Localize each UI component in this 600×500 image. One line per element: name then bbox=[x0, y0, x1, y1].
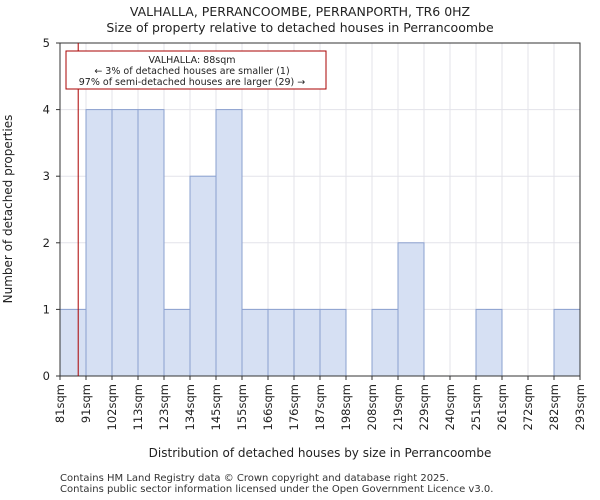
histogram-chart: 0 1 2 3 4 5 81sqm 91sqm 102sqm 113sqm 123sqm 134sq… bbox=[1, 36, 587, 460]
x-tick-label-240sqm: 240sqm bbox=[443, 384, 457, 430]
y-tick-label: 5 bbox=[43, 36, 50, 50]
x-axis-label: Distribution of detached houses by size … bbox=[149, 446, 492, 460]
histogram-bar-176sqm bbox=[293, 308, 321, 377]
annotation-box: VALHALLA: 88sqm ← 3% of detached houses … bbox=[65, 50, 327, 90]
histogram-bar-187sqm bbox=[319, 308, 347, 377]
x-tick-label-272sqm: 272sqm bbox=[521, 384, 535, 430]
footer-line-1: Contains HM Land Registry data © Crown c… bbox=[60, 473, 449, 484]
histogram-bar-145sqm bbox=[215, 109, 243, 377]
y-tick-label: 1 bbox=[43, 302, 50, 316]
y-tick-label: 4 bbox=[43, 103, 50, 117]
annotation-frame bbox=[65, 50, 327, 90]
x-tick-label-198sqm: 198sqm bbox=[339, 384, 353, 430]
annotation-line-1: VALHALLA: 88sqm bbox=[148, 55, 235, 66]
x-tick-label-219sqm: 219sqm bbox=[391, 384, 405, 430]
y-axis-ticks: 0 1 2 3 4 5 bbox=[43, 36, 60, 383]
histogram-bar-282sqm bbox=[553, 308, 581, 377]
y-tick-label: 0 bbox=[43, 369, 50, 383]
histogram-bar-123sqm bbox=[163, 308, 191, 377]
histogram-bar-113sqm bbox=[137, 109, 165, 377]
y-axis-label: Number of detached properties bbox=[1, 115, 15, 304]
x-tick-label-166sqm: 166sqm bbox=[261, 384, 275, 430]
histogram-bar-208sqm bbox=[371, 308, 399, 377]
footer-line-2: Contains public sector information licen… bbox=[60, 484, 494, 495]
x-tick-label-208sqm: 208sqm bbox=[365, 384, 379, 430]
histogram-bar-81sqm bbox=[59, 308, 87, 377]
x-tick-label-176sqm: 176sqm bbox=[287, 384, 301, 430]
x-tick-label-134sqm: 134sqm bbox=[183, 384, 197, 430]
x-tick-label-187sqm: 187sqm bbox=[313, 384, 327, 430]
x-tick-label-155sqm: 155sqm bbox=[235, 384, 249, 430]
x-axis-ticks: 81sqm 91sqm 102sqm 113sqm 123sqm 134sqm 145sqm… bbox=[53, 376, 587, 430]
histogram-bar-91sqm bbox=[85, 109, 113, 377]
x-tick-label-293sqm: 293sqm bbox=[573, 384, 587, 430]
x-tick-label-251sqm: 251sqm bbox=[469, 384, 483, 430]
histogram-bar-102sqm bbox=[111, 109, 139, 377]
x-tick-label-102sqm: 102sqm bbox=[105, 384, 119, 430]
x-tick-label-81sqm: 81sqm bbox=[53, 384, 67, 423]
histogram-bar-166sqm bbox=[267, 308, 295, 377]
title-line-2: Size of property relative to detached ho… bbox=[106, 20, 494, 35]
footer: Contains HM Land Registry data © Crown c… bbox=[60, 473, 493, 495]
histogram-bar-251sqm bbox=[475, 308, 503, 377]
x-tick-label-282sqm: 282sqm bbox=[547, 384, 561, 430]
annotation-line-2: ← 3% of detached houses are smaller (1) bbox=[94, 66, 289, 77]
histogram-bar-134sqm bbox=[189, 175, 217, 377]
chart-title: VALHALLA, PERRANCOOMBE, PERRANPORTH, TR6… bbox=[0, 4, 600, 36]
x-tick-label-229sqm: 229sqm bbox=[417, 384, 431, 430]
histogram-bar-219sqm bbox=[397, 242, 425, 377]
x-tick-label-113sqm: 113sqm bbox=[131, 384, 145, 430]
y-tick-label: 2 bbox=[43, 236, 50, 250]
x-tick-label-261sqm: 261sqm bbox=[495, 384, 509, 430]
x-tick-label-91sqm: 91sqm bbox=[79, 384, 93, 423]
x-tick-label-145sqm: 145sqm bbox=[209, 384, 223, 430]
y-tick-label: 3 bbox=[43, 169, 50, 183]
title-line-1: VALHALLA, PERRANCOOMBE, PERRANPORTH, TR6… bbox=[129, 4, 471, 19]
annotation-line-3: 97% of semi-detached houses are larger (… bbox=[79, 77, 306, 88]
histogram-bar-155sqm bbox=[241, 308, 269, 377]
x-tick-label-123sqm: 123sqm bbox=[157, 384, 171, 430]
